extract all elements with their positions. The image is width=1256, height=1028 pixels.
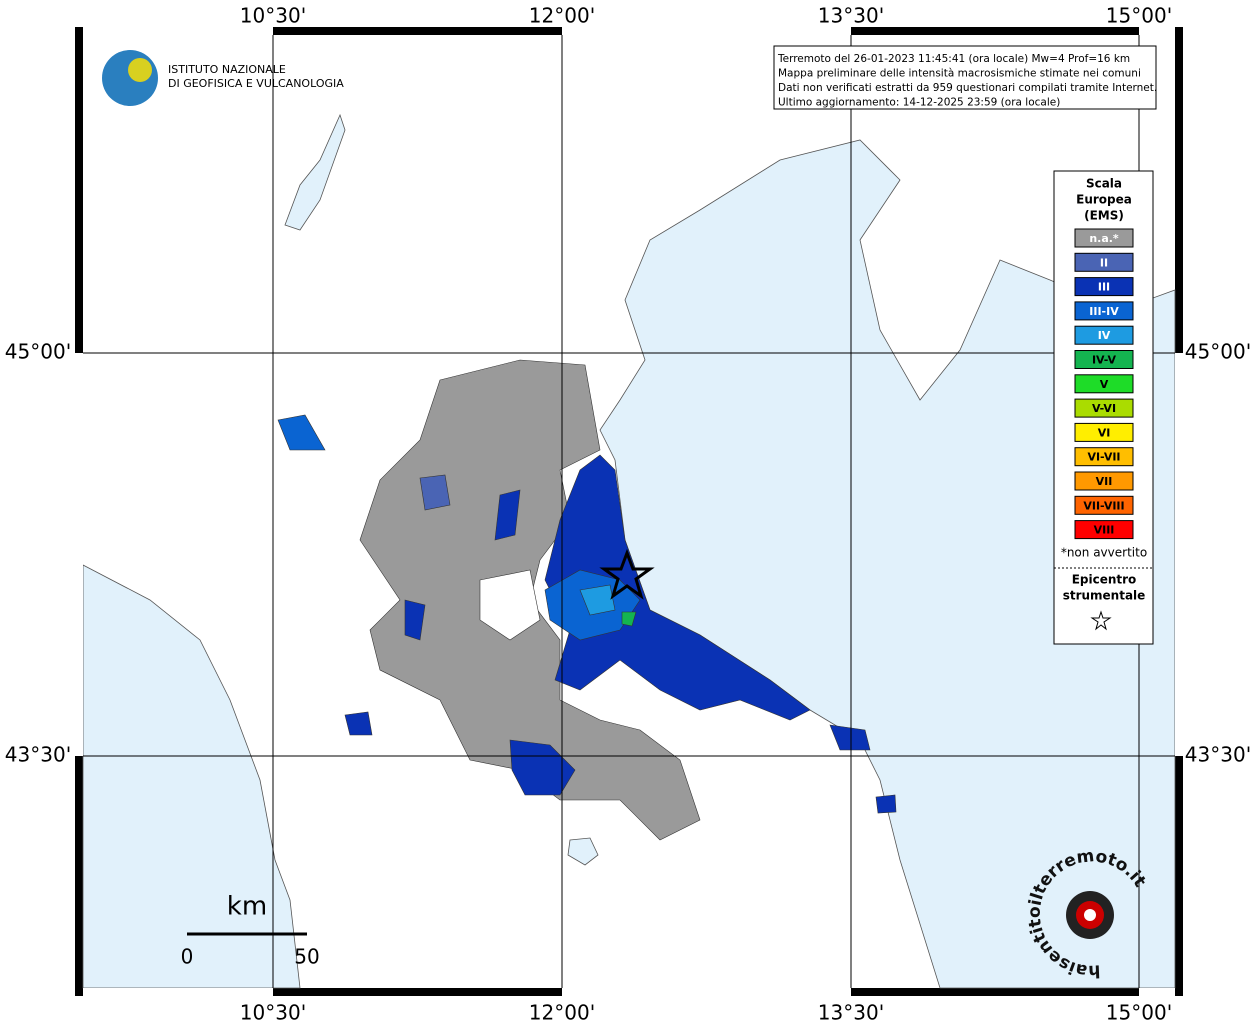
scale-unit: km — [227, 892, 267, 922]
legend-label: VII — [1096, 475, 1113, 488]
logo-text: DI GEOFISICA E VULCANOLOGIA — [168, 77, 344, 90]
legend-label: II — [1100, 256, 1108, 269]
legend-swatch — [1074, 277, 1134, 297]
legend-swatch — [1074, 301, 1134, 321]
info-line: Mappa preliminare delle intensità macros… — [778, 68, 1141, 80]
legend-label: V — [1100, 378, 1109, 391]
legend-label: IV — [1098, 329, 1111, 342]
legend-label: n.a.* — [1089, 232, 1119, 245]
legend-swatch — [1074, 471, 1134, 491]
lon-label: 15°00' — [1106, 1001, 1172, 1025]
legend-epicenter: Epicentro — [1072, 573, 1137, 587]
lat-label: 45°00' — [1185, 340, 1251, 364]
legend-swatch — [1074, 350, 1134, 369]
legend-title: Scala — [1086, 177, 1122, 191]
legend-swatch — [1074, 398, 1134, 418]
legend-label: VI — [1098, 426, 1111, 439]
lon-label: 15°00' — [1106, 4, 1172, 28]
legend-swatch — [1074, 252, 1134, 272]
lon-label: 12°00' — [529, 4, 595, 28]
lat-label: 45°00' — [5, 340, 71, 364]
legend-label: V-VI — [1092, 402, 1116, 415]
scale-tick: 50 — [294, 945, 319, 969]
legend-swatch — [1074, 228, 1134, 248]
legend-title: Europea — [1076, 193, 1132, 207]
legend-swatch — [1074, 495, 1134, 515]
legend-epicenter: strumentale — [1063, 589, 1146, 603]
lon-label: 10°30' — [240, 4, 306, 28]
info-line: Ultimo aggiornamento: 14-12-2025 23:59 (… — [778, 97, 1060, 109]
legend-swatch — [1074, 520, 1134, 540]
legend-label: VI-VII — [1087, 451, 1120, 464]
legend-swatch — [1074, 422, 1134, 442]
legend-note: *non avvertito — [1061, 546, 1147, 560]
lat-label: 43°30' — [1185, 743, 1251, 767]
lon-label: 12°00' — [529, 1001, 595, 1025]
legend-star — [1090, 610, 1112, 631]
legend-label: VIII — [1094, 524, 1115, 537]
legend-title: (EMS) — [1084, 209, 1124, 223]
legend-swatch — [1074, 325, 1134, 345]
legend-swatch — [1074, 447, 1134, 467]
lat-label: 43°30' — [5, 743, 71, 767]
legend-swatch — [1074, 374, 1134, 394]
info-line: Terremoto del 26-01-2023 11:45:41 (ora l… — [777, 53, 1130, 65]
info-line: Dati non verificati estratti da 959 ques… — [778, 82, 1157, 94]
lon-label: 10°30' — [240, 1001, 306, 1025]
legend-label: IV-V — [1092, 354, 1117, 367]
logo-text: ISTITUTO NAZIONALE — [168, 63, 286, 76]
legend-label: III-IV — [1089, 305, 1119, 318]
lon-label: 13°30' — [818, 4, 884, 28]
legend-label: III — [1098, 281, 1110, 294]
legend-label: VII-VIII — [1083, 499, 1124, 512]
lon-label: 13°30' — [818, 1001, 884, 1025]
scale-tick: 0 — [181, 945, 194, 969]
